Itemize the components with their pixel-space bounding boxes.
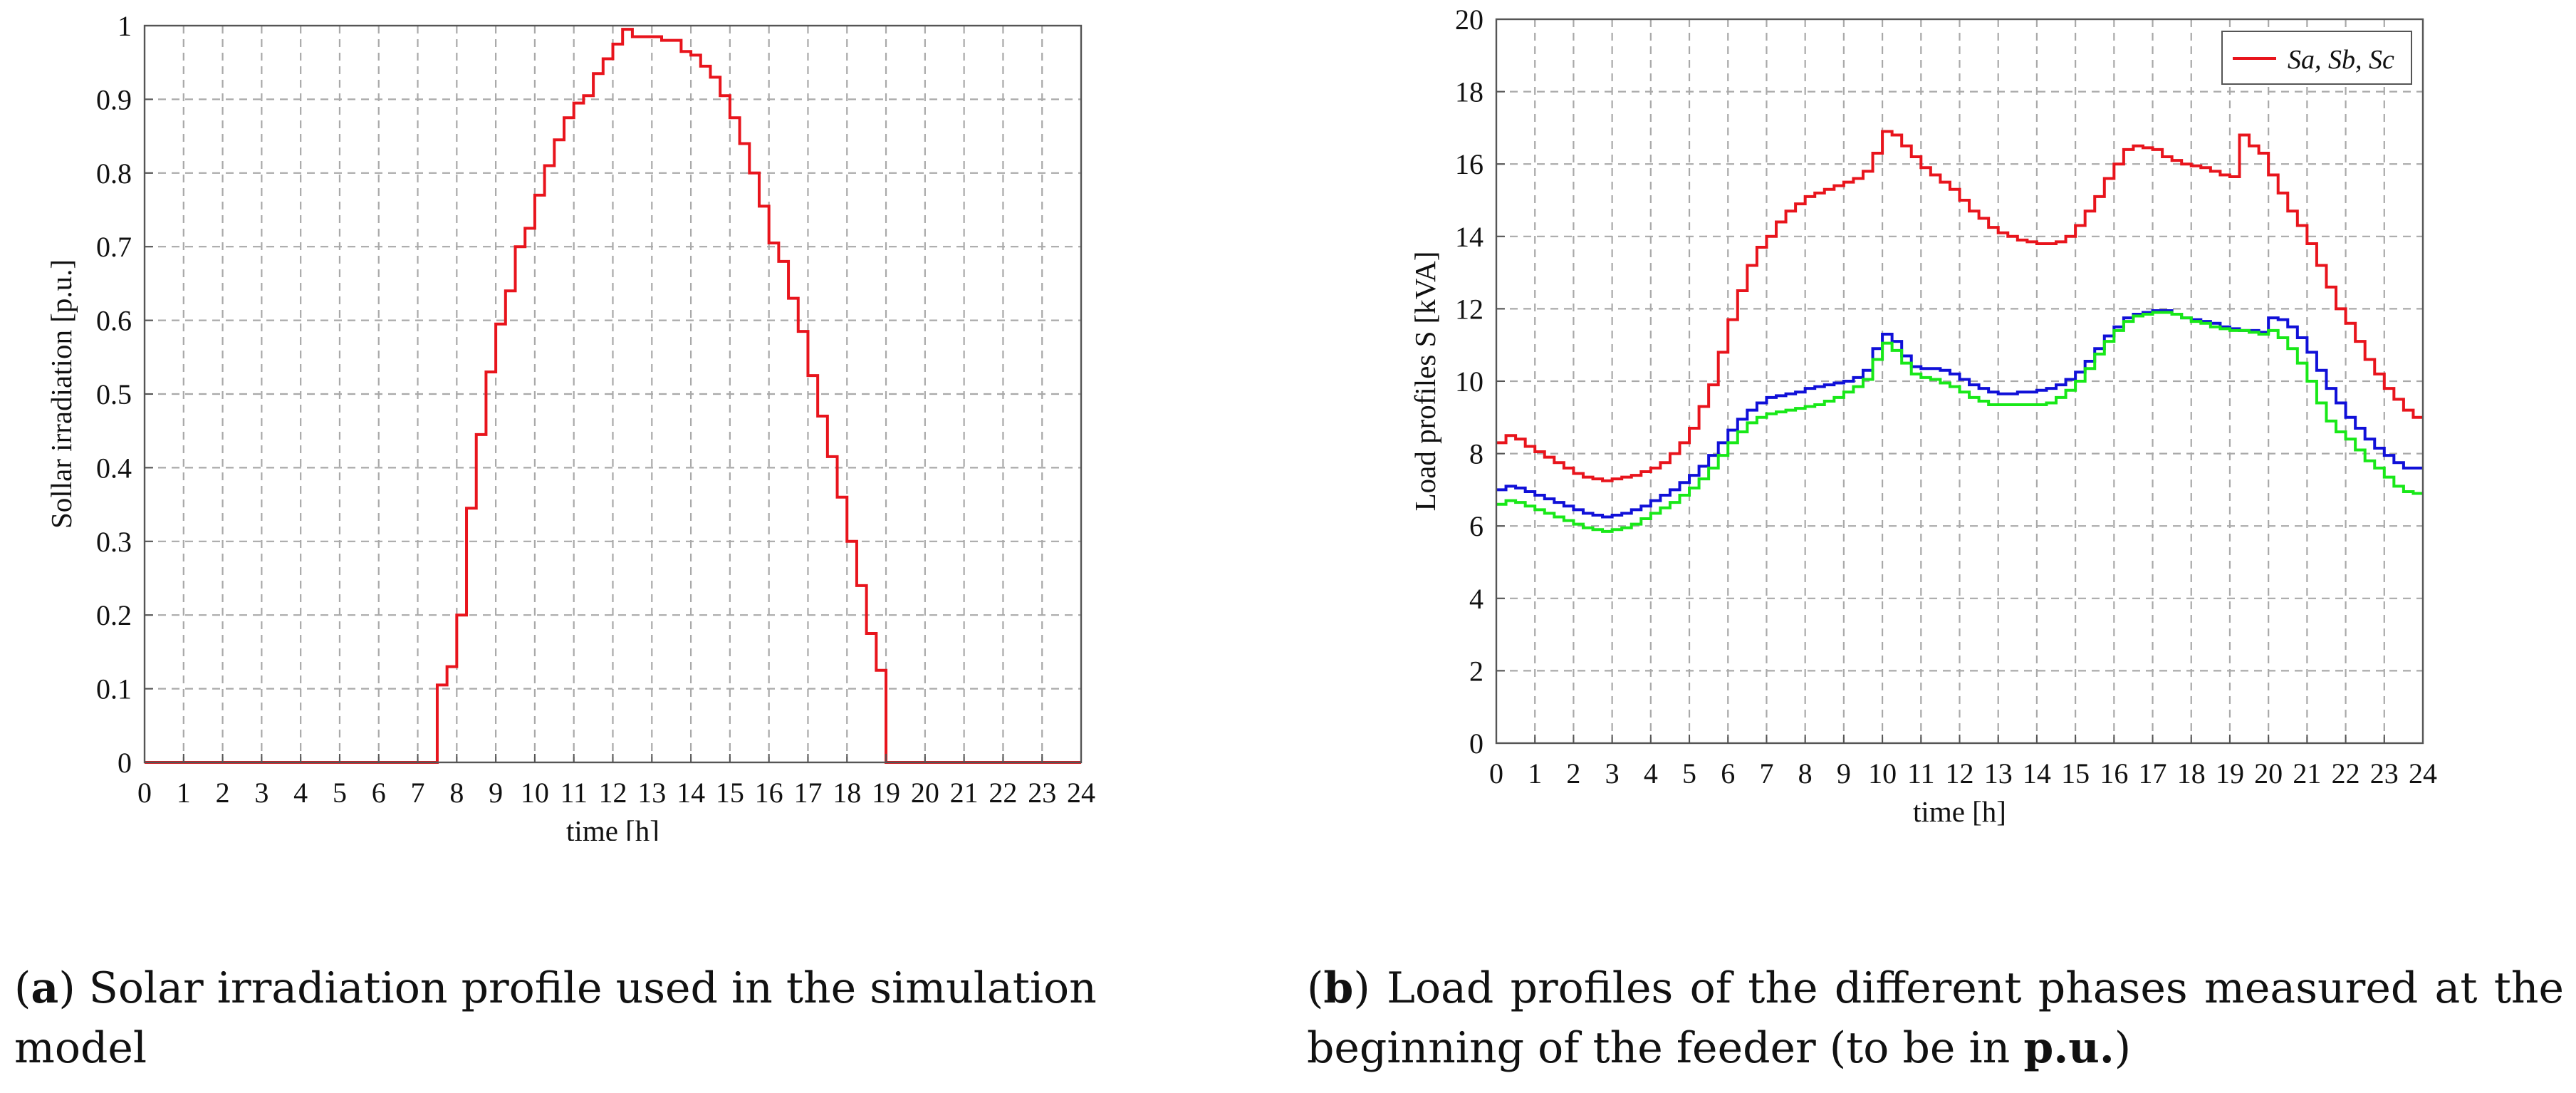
x-tick-label: 2	[1566, 757, 1580, 789]
y-tick-label: 12	[1455, 293, 1483, 325]
caption-b-bold: p.u.	[2023, 1023, 2114, 1073]
y-axis-label: Sollar irradiation [p.u.]	[45, 259, 78, 529]
x-axis-label: time [h]	[1913, 795, 2006, 828]
x-tick-label: 16	[2100, 757, 2128, 789]
x-tick-label: 14	[2023, 757, 2051, 789]
x-tick-label: 0	[1489, 757, 1503, 789]
x-tick-label: 23	[1028, 777, 1056, 809]
y-tick-label: 0	[1469, 727, 1483, 760]
y-tick-label: 2	[1469, 655, 1483, 687]
x-tick-label: 10	[521, 777, 549, 809]
y-tick-label: 0.2	[96, 599, 132, 631]
x-tick-label: 9	[1837, 757, 1851, 789]
y-tick-label: 0.9	[96, 83, 132, 115]
x-tick-label: 4	[1644, 757, 1658, 789]
x-tick-label: 16	[755, 777, 783, 809]
x-tick-label: 6	[1721, 757, 1735, 789]
x-tick-label: 20	[2254, 757, 2283, 789]
x-tick-label: 3	[1605, 757, 1620, 789]
caption-b-text: Load profiles of the different phases me…	[1307, 963, 2565, 1073]
y-tick-label: 0.3	[96, 526, 132, 558]
x-tick-label: 19	[872, 777, 900, 809]
x-tick-label: 4	[293, 777, 308, 809]
x-tick-label: 24	[1067, 777, 1095, 809]
x-tick-label: 7	[1759, 757, 1773, 789]
series-line-solar-irradiation	[145, 28, 1081, 764]
y-tick-label: 16	[1455, 148, 1483, 180]
x-tick-label: 13	[1984, 757, 2013, 789]
x-tick-label: 9	[489, 777, 503, 809]
y-tick-label: 1	[118, 10, 132, 42]
x-tick-label: 12	[599, 777, 627, 809]
x-tick-label: 11	[1907, 757, 1935, 789]
x-tick-label: 7	[411, 777, 425, 809]
load-profile-chart: 0 1 2 3 4 5 6 7 8 9 10 11 12 13 14 15 16 17 18 19 20 21 22 23 24…	[1409, 4, 2437, 828]
x-tick-label: 14	[677, 777, 705, 809]
y-tick-label: 10	[1455, 366, 1483, 398]
x-tick-label: 3	[254, 777, 268, 809]
x-tick-label: 13	[637, 777, 666, 809]
x-tick-label: 18	[2177, 757, 2206, 789]
x-tick-label: 12	[1946, 757, 1974, 789]
y-tick-label: 4	[1469, 583, 1483, 615]
x-tick-label: 5	[1682, 757, 1696, 789]
x-tick-label: 10	[1868, 757, 1897, 789]
y-tick-label: 8	[1469, 438, 1483, 470]
y-tick-label: 0.8	[96, 157, 132, 190]
y-tick-label: 0.6	[96, 305, 132, 337]
x-tick-label: 5	[333, 777, 347, 809]
x-tick-label: 1	[1528, 757, 1542, 789]
x-axis-label: time [h]	[566, 814, 659, 841]
x-tick-label: 8	[449, 777, 464, 809]
x-tick-label: 23	[2370, 757, 2399, 789]
caption-b: (b) Load profiles of the different phase…	[1307, 963, 2565, 1073]
x-tick-label: 21	[2293, 757, 2321, 789]
x-tick-label: 21	[950, 777, 979, 809]
irradiation-chart: 0 1 2 3 4 5 6 7 8 9 10 11 12 13 14 15 16 17 18 19 20 21 22 23 24…	[45, 10, 1095, 841]
y-tick-label: 6	[1469, 510, 1483, 542]
caption-a-label: a	[31, 963, 59, 1013]
y-tick-label: 0.1	[96, 673, 132, 705]
x-tick-label: 6	[372, 777, 386, 809]
x-tick-label: 19	[2216, 757, 2244, 789]
legend: Sa, Sb, Sc	[2221, 31, 2412, 85]
y-tick-label: 0.7	[96, 231, 132, 263]
x-tick-label: 2	[216, 777, 230, 809]
y-tick-label: 0.4	[96, 452, 132, 484]
x-tick-label: 20	[911, 777, 939, 809]
caption-b-label: b	[1323, 963, 1354, 1013]
x-tick-label: 24	[2409, 757, 2437, 789]
series-line-sc	[1496, 311, 2423, 533]
x-tick-label: 15	[2061, 757, 2090, 789]
y-tick-label: 0.5	[96, 378, 132, 410]
x-tick-label: 15	[716, 777, 744, 809]
figure: 0 1 2 3 4 5 6 7 8 9 10 11 12 13 14 15 16 17 18 19 20 21 22 23 24…	[45, 4, 2437, 841]
x-tick-label: 11	[560, 777, 588, 809]
x-tick-label: 17	[2139, 757, 2167, 789]
x-tick-label: 22	[2332, 757, 2360, 789]
x-tick-label: 0	[137, 777, 152, 809]
y-tick-label: 14	[1455, 221, 1483, 253]
x-tick-label: 1	[177, 777, 191, 809]
caption-a-text: Solar irradiation profile used in the si…	[14, 963, 1097, 1073]
x-tick-label: 17	[793, 777, 822, 809]
y-axis-label: Load profiles S [kVA]	[1409, 252, 1441, 512]
y-tick-label: 20	[1455, 4, 1483, 36]
x-tick-label: 22	[989, 777, 1017, 809]
series-line-sa	[1496, 130, 2423, 482]
caption-a: (a) Solar irradiation profile used in th…	[14, 963, 1097, 1073]
caption-b-close: )	[2114, 1023, 2132, 1073]
legend-label: Sa, Sb, Sc	[2288, 45, 2394, 75]
y-tick-label: 18	[1455, 76, 1483, 108]
x-tick-label: 18	[833, 777, 861, 809]
y-tick-label: 0	[118, 747, 132, 779]
x-tick-label: 8	[1798, 757, 1813, 789]
